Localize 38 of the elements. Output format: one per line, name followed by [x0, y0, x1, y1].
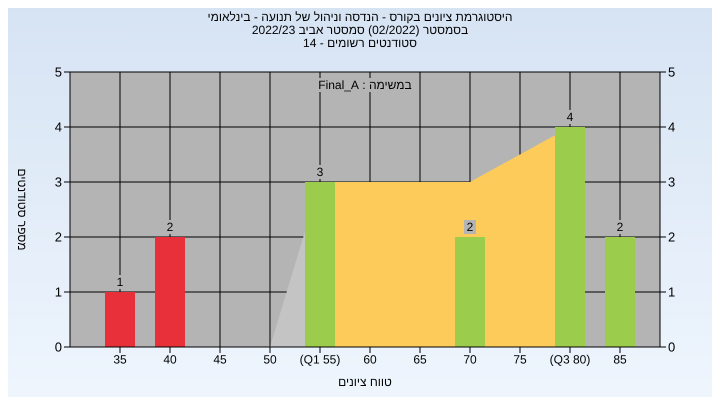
y-tick-label: 4 [54, 120, 62, 135]
x-tick-label: 60 [363, 352, 377, 367]
y2-tick-label: 1 [668, 284, 676, 300]
x-tick-label: 40 [163, 352, 177, 367]
bar [105, 292, 135, 347]
x-tick-label: 45 [213, 352, 227, 367]
x-tick-label: 85 [613, 352, 627, 367]
y-tick-label: 5 [54, 64, 62, 80]
annotation: במשימה : Final_A [314, 78, 416, 92]
data-label: 2 [616, 220, 624, 234]
x-tick-label: (Q1 55) [300, 352, 340, 367]
y-tick-label: 0 [54, 340, 62, 355]
y-axis-title: מספר סטודנטים [14, 168, 29, 251]
data-label: 4 [566, 110, 574, 124]
data-label: 3 [316, 165, 324, 179]
chart-title: היסטוגרמת ציונים בקורס - הנדסה וניהול של תנועה - בינלאומי בסמסטר (02/2022) סמסטר אביב 2022/23 סטודנטים רשומים - 14 [206, 10, 514, 50]
x-tick-label: (Q3 80) [550, 352, 590, 367]
y2-tick-label: 4 [668, 120, 676, 135]
bar [555, 127, 585, 347]
x-tick-label: 70 [463, 352, 477, 367]
y2-tick-label: 3 [668, 174, 676, 190]
bar [455, 237, 485, 347]
y-tick-label: 2 [54, 230, 62, 245]
data-label: 1 [116, 275, 124, 289]
x-tick-label: 50 [263, 352, 277, 367]
bar [155, 237, 185, 347]
y2-tick-label: 2 [668, 230, 676, 245]
y2-tick-label: 0 [668, 340, 676, 355]
x-tick-label: 35 [113, 352, 127, 367]
y2-tick-label: 5 [668, 64, 676, 80]
x-tick-label: 75 [513, 352, 527, 367]
data-label: 2 [466, 220, 474, 234]
y-tick-label: 1 [54, 284, 62, 300]
x-tick-label: 65 [413, 352, 427, 367]
data-label: 2 [166, 220, 174, 234]
y-tick-label: 3 [54, 174, 62, 190]
x-axis-title: טווח ציונים [338, 375, 392, 389]
bar [605, 237, 635, 347]
